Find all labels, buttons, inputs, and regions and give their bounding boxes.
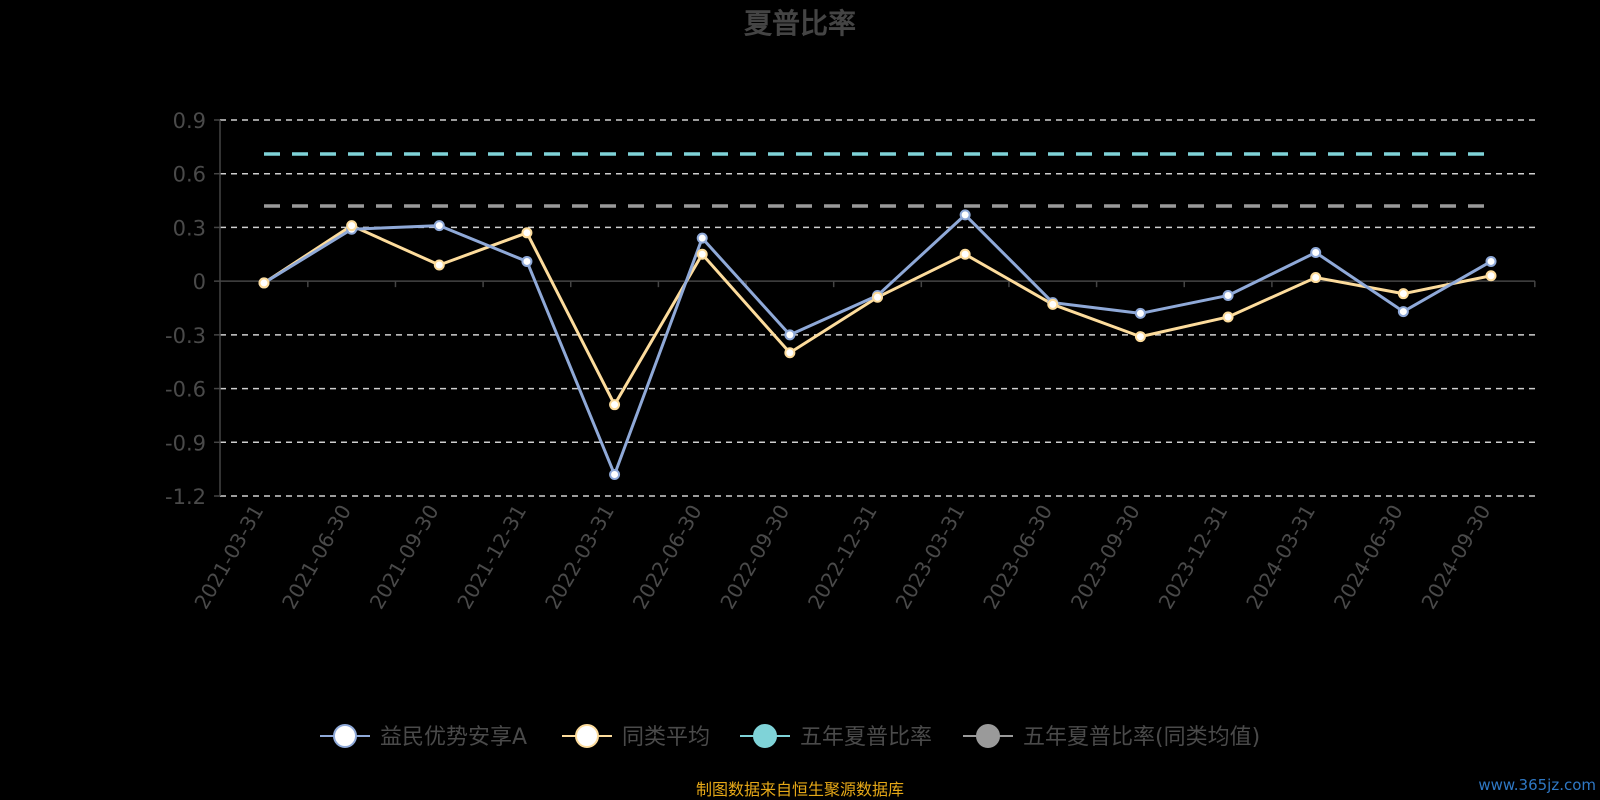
legend-marker	[575, 724, 599, 748]
x-tick-label: 2021-09-30	[365, 501, 444, 614]
data-point	[1485, 255, 1497, 267]
source-note: 制图数据来自恒生聚源数据库	[696, 780, 904, 799]
legend-marker	[753, 724, 777, 748]
data-point	[1310, 246, 1322, 258]
data-point	[1047, 298, 1059, 310]
data-point	[1397, 306, 1409, 318]
y-tick-label: 0.6	[173, 163, 206, 187]
x-tick-label: 2024-09-30	[1416, 501, 1495, 614]
data-point	[433, 220, 445, 232]
data-point	[1134, 307, 1146, 319]
legend-label: 益民优势安享A	[380, 725, 527, 750]
x-tick-label: 2022-03-31	[540, 501, 619, 614]
data-point	[433, 259, 445, 271]
x-tick-label: 2023-03-31	[891, 500, 970, 613]
data-point	[258, 277, 270, 289]
data-point	[872, 291, 883, 303]
legend-item[interactable]: 同类平均	[562, 724, 710, 750]
x-tick-label: 2021-06-30	[277, 501, 356, 614]
data-point	[959, 209, 971, 221]
legend: 益民优势安享A 同类平均 五年夏普比率 五年夏普比率(同类均值)	[320, 724, 1260, 750]
data-point	[521, 255, 533, 267]
chart-title: 夏普比率	[744, 7, 856, 40]
legend-item[interactable]: 五年夏普比率	[740, 724, 932, 750]
series-line	[263, 213, 1492, 477]
y-tick-label: 0.9	[173, 109, 206, 133]
x-tick-label: 2024-06-30	[1329, 501, 1408, 614]
data-point	[1397, 288, 1409, 300]
x-axis: 2021-03-31 2021-06-30 2021-09-30 2021-12-31…	[189, 280, 1536, 614]
x-tick-label: 2024-03-31	[1241, 501, 1320, 614]
data-point	[784, 347, 796, 359]
data-point	[784, 329, 796, 341]
legend-item[interactable]: 五年夏普比率(同类均值)	[963, 724, 1260, 750]
data-point	[1222, 289, 1234, 301]
legend-item[interactable]: 益民优势安享A	[320, 724, 527, 750]
y-tick-label: -0.3	[165, 324, 206, 348]
data-point	[696, 232, 708, 244]
data-point	[959, 248, 971, 260]
data-point	[521, 227, 533, 239]
legend-marker	[976, 724, 1000, 748]
series-line	[263, 224, 1492, 407]
legend-label: 五年夏普比率	[800, 725, 932, 750]
data-point	[1310, 272, 1322, 284]
y-tick-label: 0	[193, 270, 206, 294]
y-tick-label: 0.3	[173, 216, 206, 240]
legend-marker	[333, 724, 357, 748]
legend-label: 五年夏普比率(同类均值)	[1023, 725, 1260, 750]
x-tick-label: 2022-12-31	[803, 501, 882, 614]
data-point	[609, 469, 621, 481]
y-tick-label: -1.2	[165, 485, 206, 509]
data-point	[609, 399, 621, 411]
x-tick-label: 2021-12-31	[452, 501, 531, 614]
x-tick-label: 2021-03-31	[189, 501, 268, 614]
data-point	[696, 248, 708, 260]
legend-label: 同类平均	[622, 725, 710, 750]
y-tick-label: -0.9	[165, 431, 206, 455]
y-tick-label: -0.6	[165, 378, 206, 402]
data-point	[1485, 270, 1497, 282]
y-axis: 0.9 0.6 0.3 0 -0.3 -0.6 -0.9 -1.2	[165, 109, 221, 509]
x-tick-label: 2022-06-30	[628, 501, 707, 614]
x-tick-label: 2023-12-31	[1153, 501, 1232, 614]
x-tick-label: 2023-09-30	[1066, 501, 1145, 614]
data-point	[1222, 311, 1234, 323]
watermark: www.365jz.com	[1478, 776, 1596, 794]
grid-lines	[220, 119, 1535, 497]
x-tick-label: 2023-06-30	[978, 501, 1057, 614]
series-lines	[258, 209, 1497, 481]
data-point	[1134, 331, 1146, 343]
reference-lines	[264, 152, 1491, 208]
x-tick-label: 2022-09-30	[715, 501, 794, 614]
data-point	[346, 220, 358, 232]
